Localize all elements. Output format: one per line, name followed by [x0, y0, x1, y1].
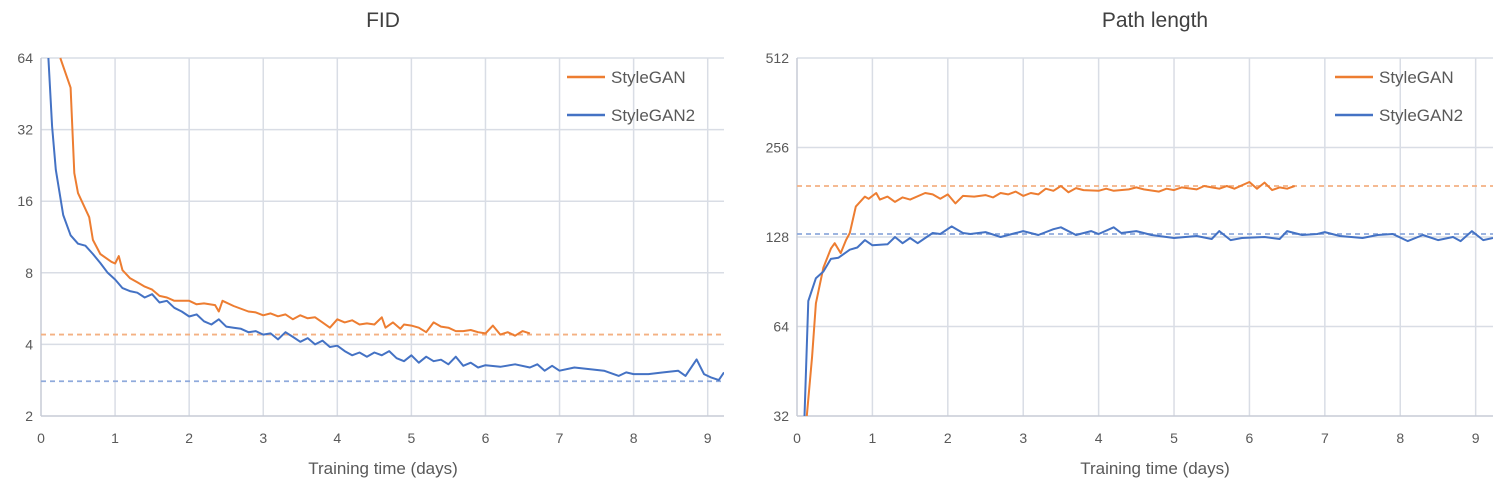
x-tick-label: 7 — [1321, 430, 1329, 446]
x-tick-label: 3 — [1019, 430, 1027, 446]
path-length-chart: 0 1 2 3 4 5 6 7 8 9 32 64 128 256 512 Path length Trai… — [766, 9, 1493, 478]
plot-area: 0 1 2 3 4 5 6 7 8 9 2 4 8 16 32 64 — [17, 50, 724, 446]
y-tick-label: 4 — [25, 336, 33, 352]
y-tick-label: 64 — [17, 50, 33, 66]
x-tick-label: 9 — [1472, 430, 1480, 446]
x-tick-label: 5 — [1170, 430, 1178, 446]
plot-area: 0 1 2 3 4 5 6 7 8 9 32 64 128 256 512 — [766, 50, 1493, 446]
x-tick-label: 0 — [37, 430, 45, 446]
x-tick-label: 8 — [1396, 430, 1404, 446]
x-tick-label: 8 — [630, 430, 638, 446]
x-tick-label: 5 — [407, 430, 415, 446]
fid-chart: 0 1 2 3 4 5 6 7 8 9 2 4 8 16 32 64 FID Training time (d… — [17, 9, 724, 478]
legend-label-stylegan2: StyleGAN2 — [1379, 106, 1463, 125]
chart-title: FID — [366, 9, 400, 32]
x-tick-label: 6 — [1246, 430, 1254, 446]
y-tick-label: 32 — [17, 122, 33, 138]
x-tick-label: 0 — [793, 430, 801, 446]
x-tick-label: 2 — [944, 430, 952, 446]
x-tick-label: 9 — [704, 430, 712, 446]
x-axis-label: Training time (days) — [308, 459, 458, 478]
legend-label-stylegan: StyleGAN — [1379, 68, 1454, 87]
x-tick-label: 1 — [869, 430, 877, 446]
y-tick-label: 64 — [773, 319, 789, 335]
y-tick-label: 32 — [773, 408, 789, 424]
legend: StyleGAN StyleGAN2 — [567, 68, 695, 125]
series-line-stylegan2 — [47, 57, 724, 382]
x-tick-label: 6 — [482, 430, 490, 446]
x-axis-label: Training time (days) — [1080, 459, 1230, 478]
y-tick-label: 8 — [25, 265, 33, 281]
series-line-stylegan — [805, 181, 1296, 416]
legend: StyleGAN StyleGAN2 — [1335, 68, 1463, 125]
legend-label-stylegan: StyleGAN — [611, 68, 686, 87]
x-tick-label: 2 — [185, 430, 193, 446]
y-tick-label: 16 — [17, 193, 33, 209]
series-line-stylegan — [59, 57, 531, 337]
y-tick-label: 256 — [766, 140, 790, 156]
x-tick-label: 4 — [1095, 430, 1103, 446]
y-tick-label: 2 — [25, 408, 33, 424]
x-tick-label: 3 — [259, 430, 267, 446]
x-tick-label: 1 — [111, 430, 119, 446]
chart-title: Path length — [1102, 9, 1208, 32]
legend-label-stylegan2: StyleGAN2 — [611, 106, 695, 125]
y-tick-label: 512 — [766, 50, 790, 66]
y-tick-label: 128 — [766, 229, 790, 245]
x-tick-label: 4 — [333, 430, 341, 446]
series-line-stylegan2 — [803, 225, 1493, 416]
x-tick-label: 7 — [556, 430, 564, 446]
